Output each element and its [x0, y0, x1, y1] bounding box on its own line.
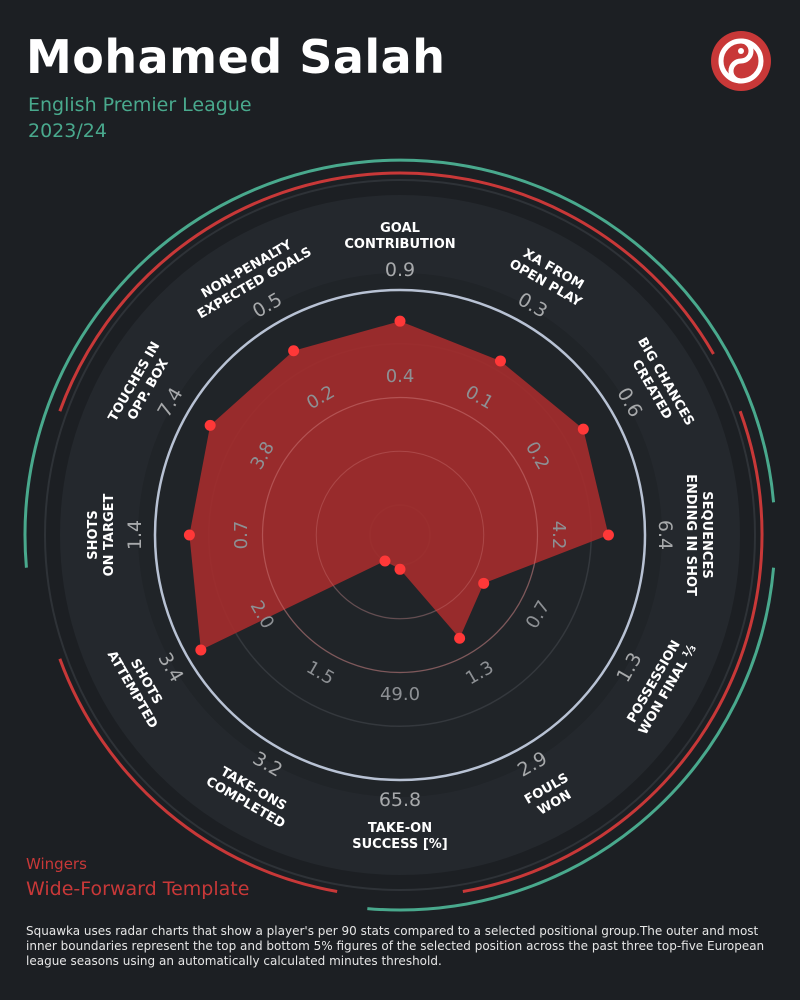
- axis-max-value: 0.9: [385, 259, 415, 281]
- axis-mid-value: 0.7: [231, 521, 252, 550]
- template-name: Wide-Forward Template: [26, 878, 250, 900]
- data-point: [204, 419, 216, 431]
- mid-ring: [261, 396, 539, 674]
- data-point: [394, 563, 406, 575]
- axis-mid-value: 49.0: [380, 684, 420, 705]
- data-point: [478, 577, 490, 589]
- squawka-logo-icon: [711, 31, 771, 91]
- axis-label: SEQUENCES: [699, 491, 714, 578]
- axis-max-value: 6.4: [654, 520, 676, 550]
- data-point: [454, 632, 466, 644]
- boundary-ring: [153, 288, 647, 782]
- player-name: Mohamed Salah: [26, 30, 446, 84]
- axis-label: SHOTS: [86, 510, 101, 560]
- label-band: [60, 195, 740, 875]
- data-point: [288, 345, 300, 357]
- axis-mid-value: 4.2: [548, 521, 569, 550]
- position-group: Wingers: [26, 855, 87, 873]
- data-point: [394, 315, 406, 327]
- axis-max-value: 1.4: [124, 520, 146, 550]
- season-label: 2023/24: [28, 120, 107, 142]
- league-name: English Premier League: [28, 94, 252, 116]
- data-point: [195, 644, 207, 656]
- data-point: [183, 529, 195, 541]
- player-shape: [189, 321, 609, 650]
- data-point: [577, 423, 589, 435]
- axis-mid-value: 0.4: [386, 366, 415, 387]
- outer-ring: [44, 179, 756, 891]
- axis-label-group: SHOTS ON TARGET: [86, 493, 117, 576]
- axis-max-value: 65.8: [379, 789, 421, 811]
- axis-label: GOAL: [380, 221, 420, 236]
- data-point: [602, 529, 614, 541]
- axis-label: ON TARGET: [102, 493, 117, 576]
- axis-label: TAKE-ON: [368, 821, 432, 836]
- outer-arc-green: [23, 158, 776, 912]
- axis-label: SUCCESS [%]: [352, 837, 447, 852]
- outer-arc-red: [58, 171, 764, 893]
- axis-label: ENDING IN SHOT: [683, 474, 698, 596]
- data-point: [494, 355, 506, 367]
- quarter-ring: [315, 450, 485, 620]
- data-point: [379, 555, 391, 567]
- footnote-text: Squawka uses radar charts that show a pl…: [26, 924, 765, 968]
- axis-label: CONTRIBUTION: [344, 237, 455, 252]
